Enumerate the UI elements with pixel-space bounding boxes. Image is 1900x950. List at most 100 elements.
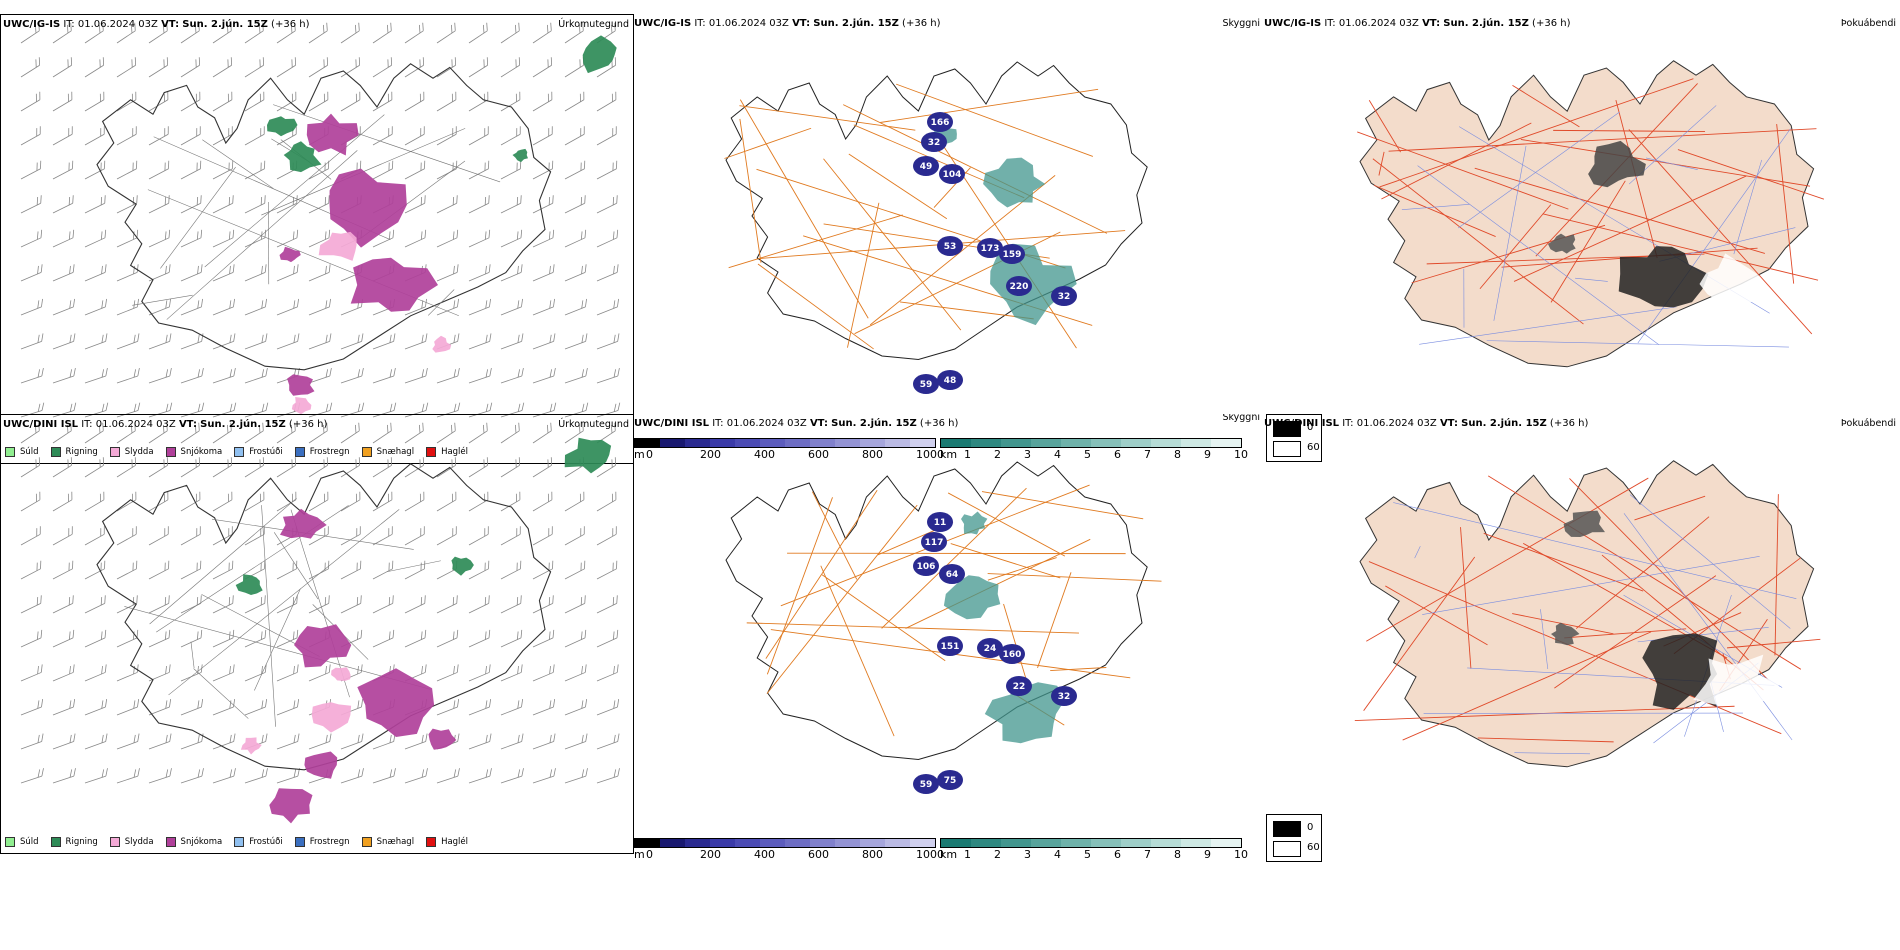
legend-label: Súld — [20, 447, 39, 457]
legend-item: Snjókoma — [165, 837, 223, 847]
legend-swatch — [426, 447, 437, 457]
visibility-tick: 10 — [1234, 848, 1248, 861]
panel-title: UWC/DINI ISL IT: 01.06.2024 03Z VT: Sun.… — [1264, 418, 1588, 429]
legend-item: Slydda — [109, 837, 154, 847]
cloud-base-tick: 200 — [700, 848, 721, 861]
legend-label: Frostregn — [309, 447, 350, 457]
precip-type-map — [20, 22, 621, 418]
legend-swatch — [5, 837, 15, 847]
visibility-tick: 4 — [1054, 848, 1061, 861]
legend-swatch — [50, 837, 61, 847]
cloud-base-tick: 600 — [808, 448, 829, 461]
lead-time: (+36 h) — [1532, 18, 1571, 29]
cloud-base-label: 59 — [920, 780, 933, 790]
legend-swatch — [294, 837, 305, 847]
cloud-visibility-map: 166 32 49 104 53 159 220 173 32 59 48 — [724, 61, 1148, 394]
vt-label: VT: — [1422, 18, 1441, 29]
visibility-tick: 9 — [1204, 848, 1211, 861]
fog-indicator-map — [1357, 60, 1825, 368]
cloud-base-label: 49 — [920, 162, 933, 172]
cloud-visibility-panel: 11 117 106 64 151 160 22 24 32 59 75 UWC/DINI ISL I… — [634, 414, 1264, 864]
it-value: 01.06.2024 03Z — [77, 19, 158, 30]
cloud-base-label: 24 — [984, 644, 997, 654]
legend-label: Frostregn — [309, 837, 350, 847]
legend-item: Snjókoma — [165, 447, 223, 457]
it-label: IT: — [1324, 18, 1336, 29]
it-label: IT: — [694, 18, 706, 29]
panel-title: UWC/IG-IS IT: 01.06.2024 03Z VT: Sun. 2.… — [634, 18, 940, 29]
legend-item: Súld — [5, 837, 39, 847]
cloud-base-colorbar — [634, 838, 936, 848]
precip-type-panel: UWC/IG-IS IT: 01.06.2024 03Z VT: Sun. 2.… — [0, 14, 634, 464]
fog-legend-swatch — [1273, 421, 1301, 437]
visibility-tick: 7 — [1144, 848, 1151, 861]
cloud-visibility-map: 11 117 106 64 151 160 22 24 32 59 75 — [725, 461, 1162, 794]
panel-variable-name: Þokuábendi — [1840, 418, 1896, 429]
model-name: UWC/IG-IS — [1264, 18, 1322, 29]
visibility-unit: km — [940, 848, 958, 861]
panel-variable-name: Skyggni — [1222, 18, 1260, 29]
legend-item: Frostúði — [234, 447, 283, 457]
panel-variable-name: Þokuábendi — [1840, 18, 1896, 29]
cloud-base-label: 173 — [981, 244, 1000, 254]
panel-variable-name: Skyggni — [1222, 414, 1260, 423]
cloud-base-tick: 200 — [700, 448, 721, 461]
visibility-tick: 3 — [1024, 448, 1031, 461]
panel-title: UWC/DINI ISL IT: 01.06.2024 03Z VT: Sun.… — [3, 419, 327, 430]
legend-label: Haglél — [441, 447, 469, 457]
legend-item: Haglél — [426, 837, 468, 847]
iceland-outline — [96, 63, 552, 371]
visibility-tick: 1 — [964, 848, 971, 861]
visibility-colorbar — [940, 438, 1242, 448]
cloud-base-label: 53 — [944, 242, 957, 252]
cloud-base-tick: 600 — [808, 848, 829, 861]
legend-item: Rigning — [50, 447, 98, 457]
legend-label: Slydda — [124, 447, 154, 457]
lead-time: (+36 h) — [288, 419, 328, 430]
vt-label: VT: — [161, 19, 180, 30]
legend-swatch — [234, 447, 245, 457]
precip-type-map — [20, 422, 620, 824]
model-name: UWC/DINI ISL — [634, 418, 710, 429]
legend-label: Snjókoma — [180, 447, 223, 457]
visibility-tick: 2 — [994, 448, 1001, 461]
legend-swatch — [426, 837, 437, 847]
cloud-base-label: 59 — [920, 380, 933, 390]
it-label: IT: — [81, 419, 93, 430]
iceland-outline — [96, 463, 552, 771]
vt-label: VT: — [1439, 418, 1458, 429]
visibility-tick: 10 — [1234, 448, 1248, 461]
legend-label: Snjókoma — [180, 837, 223, 847]
legend-swatch — [234, 837, 245, 847]
cloud-base-tick: 800 — [862, 848, 883, 861]
visibility-tick: 1 — [964, 448, 971, 461]
legend-label: Frostúði — [249, 447, 283, 457]
it-label: IT: — [712, 418, 724, 429]
model-name: UWC/DINI ISL — [3, 419, 79, 430]
legend-label: Frostúði — [249, 837, 283, 847]
legend-swatch — [165, 447, 176, 457]
cloud-base-unit: m — [634, 448, 645, 461]
visibility-tick: 9 — [1204, 448, 1211, 461]
legend-item: Snæhagl — [361, 447, 414, 457]
legend-label: Rigning — [65, 837, 98, 847]
legend-swatch — [361, 837, 372, 847]
fog-legend: 0 60 — [1266, 814, 1322, 862]
lead-time: (+36 h) — [902, 18, 941, 29]
cloud-base-label: 166 — [931, 118, 950, 128]
fog-legend-label: 0 — [1307, 422, 1314, 433]
fog-legend-label: 60 — [1307, 442, 1320, 453]
cloud-base-label: 32 — [928, 138, 941, 148]
model-name: UWC/IG-IS — [634, 18, 692, 29]
precip-type-legend: Súld Rigning Slydda Snjókoma Frostúði Frostre… — [5, 837, 480, 847]
legend-item: Frostregn — [294, 447, 350, 457]
fog-legend: 0 60 — [1266, 414, 1322, 462]
visibility-tick: 5 — [1084, 848, 1091, 861]
cloud-base-label: 159 — [1003, 250, 1022, 260]
legend-swatch — [50, 447, 61, 457]
visibility-tick: 6 — [1114, 448, 1121, 461]
vt-label: VT: — [178, 419, 197, 430]
visibility-unit: km — [940, 448, 958, 461]
cloud-base-tick: 800 — [862, 448, 883, 461]
cloud-base-label: 48 — [944, 376, 957, 386]
